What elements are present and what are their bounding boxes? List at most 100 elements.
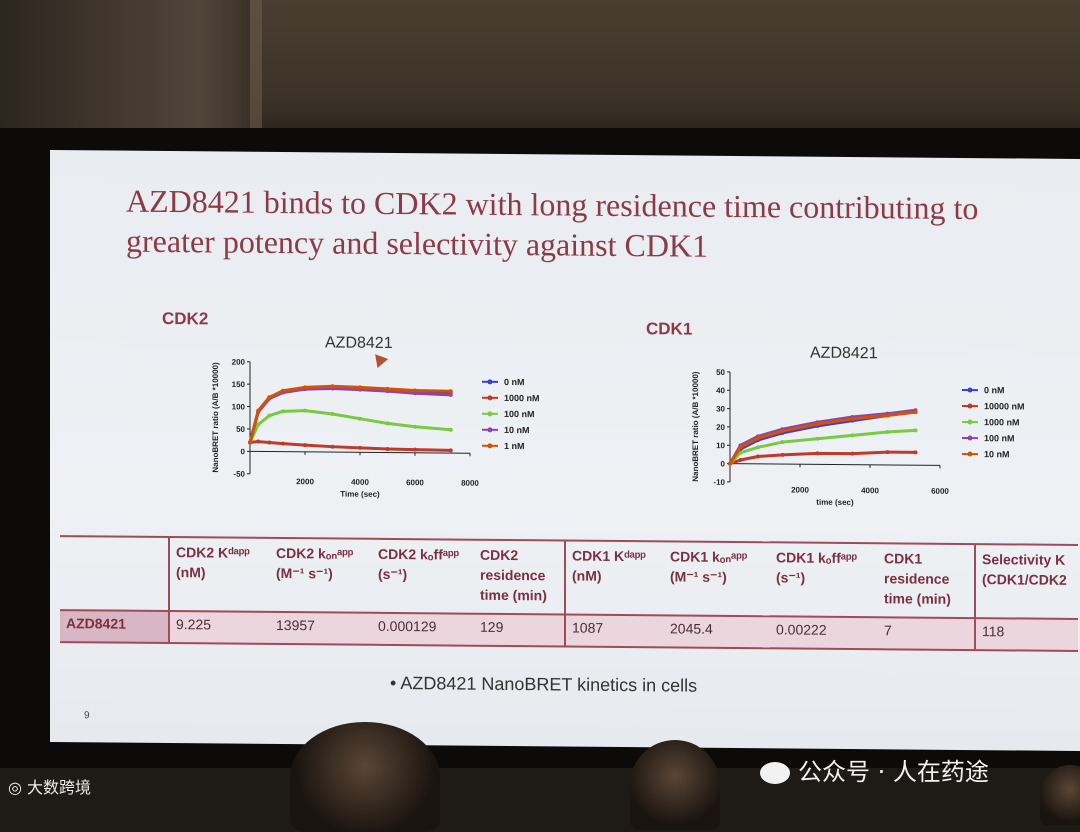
y-tick-label: 0 — [721, 460, 726, 469]
data-point — [851, 433, 855, 437]
legend-label: 1000 nM — [984, 417, 1020, 427]
presentation-slide: AZD8421 binds to CDK2 with long residenc… — [50, 150, 1080, 751]
logo-icon: ◎ — [8, 778, 27, 797]
slide-title: AZD8421 binds to CDK2 with long residenc… — [126, 181, 1066, 269]
table-cell: 9.225 — [169, 611, 270, 644]
data-point — [914, 428, 918, 432]
legend-marker — [488, 395, 493, 400]
table-header-cell: CDK2 Kᵈᵃᵖᵖ (nM) — [169, 537, 270, 612]
legend-label: 100 nM — [984, 433, 1015, 443]
x-axis-label: Time (sec) — [340, 490, 380, 499]
legend-marker — [968, 404, 973, 409]
legend-label: 100 nM — [504, 409, 535, 419]
data-point — [756, 454, 760, 458]
y-tick-label: 200 — [232, 358, 246, 367]
data-point — [386, 387, 390, 391]
data-point — [413, 425, 417, 429]
table-header-cell: CDK2 residence time (min) — [474, 540, 565, 615]
legend-label: 0 nM — [984, 385, 1005, 395]
data-point — [739, 445, 743, 449]
y-tick-label: -50 — [233, 470, 245, 479]
table-header-cell: CDK1 kₒₙᵃᵖᵖ (M⁻¹ s⁻¹) — [664, 541, 770, 616]
data-point — [358, 417, 362, 421]
legend-marker — [488, 427, 493, 432]
table-cell: 1087 — [565, 614, 664, 647]
watermark-label: 公众号 · 人在药途 — [798, 758, 989, 786]
cdk1-panel-label: CDK1 — [646, 319, 692, 339]
data-point — [816, 437, 820, 441]
x-tick-label: 2000 — [296, 477, 314, 486]
data-point — [739, 458, 743, 462]
legend-label: 1000 nM — [504, 393, 540, 403]
cdk2-panel-label: CDK2 — [162, 309, 208, 329]
logo-text: 大数跨境 — [27, 778, 91, 797]
y-tick-label: 50 — [716, 368, 725, 377]
data-point — [914, 410, 918, 414]
data-point — [886, 430, 890, 434]
legend-marker — [488, 443, 493, 448]
table-header-cell: Selectivity K (CDK1/CDK2 — [975, 544, 1078, 619]
x-tick-label: 4000 — [351, 478, 369, 487]
data-point — [256, 423, 260, 427]
data-point — [886, 450, 890, 454]
table-header-cell: CDK1 Kᵈᵃᵖᵖ (nM) — [565, 540, 664, 615]
data-point — [281, 409, 285, 413]
data-point — [728, 462, 732, 466]
data-point — [781, 453, 785, 457]
data-point — [851, 452, 855, 456]
legend-label: 10000 nM — [984, 401, 1025, 411]
audience-head — [630, 740, 720, 830]
data-point — [413, 388, 417, 392]
corner-logo: ◎ 大数跨境 — [8, 774, 91, 798]
watermark-text: 公众号 · 人在药途 — [760, 752, 989, 787]
data-point — [256, 409, 260, 413]
cdk1-legend: 0 nM 10000 nM 1000 nM 100 nM 10 nM — [960, 380, 1060, 471]
x-tick-label: 8000 — [461, 479, 479, 488]
legend-label: 0 nM — [504, 377, 525, 387]
data-point — [267, 441, 271, 445]
kinetics-table: CDK2 Kᵈᵃᵖᵖ (nM) CDK2 kₒₙᵃᵖᵖ (M⁻¹ s⁻¹) CD… — [60, 535, 1078, 652]
data-point — [281, 389, 285, 393]
data-point — [781, 440, 785, 444]
data-point — [331, 412, 335, 416]
x-tick-label: 6000 — [406, 478, 424, 487]
table-cell: 13957 — [270, 612, 372, 645]
legend-marker — [968, 388, 973, 393]
y-tick-label: 20 — [716, 423, 725, 432]
y-tick-label: 10 — [716, 441, 725, 450]
wechat-icon — [760, 762, 790, 784]
data-point — [816, 422, 820, 426]
data-point — [248, 440, 252, 444]
data-point — [449, 393, 453, 397]
data-point — [756, 436, 760, 440]
data-point — [256, 440, 260, 444]
data-point — [886, 413, 890, 417]
audience-head — [1040, 765, 1080, 825]
background-pillar — [250, 0, 262, 140]
data-point — [386, 447, 390, 451]
audience-head — [290, 722, 440, 832]
y-tick-label: 100 — [232, 402, 246, 411]
legend-label: 10 nM — [984, 449, 1010, 459]
legend-marker — [968, 436, 973, 441]
legend-marker — [968, 452, 973, 457]
data-point — [303, 409, 307, 413]
data-point — [851, 417, 855, 421]
data-point — [303, 443, 307, 447]
x-tick-label: 4000 — [861, 486, 879, 495]
x-axis-label: time (sec) — [816, 498, 854, 507]
legend-marker — [488, 411, 493, 416]
data-point — [914, 450, 918, 454]
y-tick-label: 50 — [236, 425, 245, 434]
series-line — [250, 441, 451, 450]
y-tick-label: -10 — [713, 478, 725, 487]
table-cell: 118 — [975, 618, 1078, 651]
table-cell: 129 — [474, 614, 565, 647]
table-header-cell: CDK1 kₒffᵃᵖᵖ (s⁻¹) — [770, 542, 878, 617]
x-axis — [730, 464, 940, 466]
y-axis-label: NanoBRET ratio (A/B *10000) — [691, 371, 700, 482]
data-point — [413, 448, 417, 452]
table-header-cell: CDK1 residence time (min) — [878, 543, 975, 618]
